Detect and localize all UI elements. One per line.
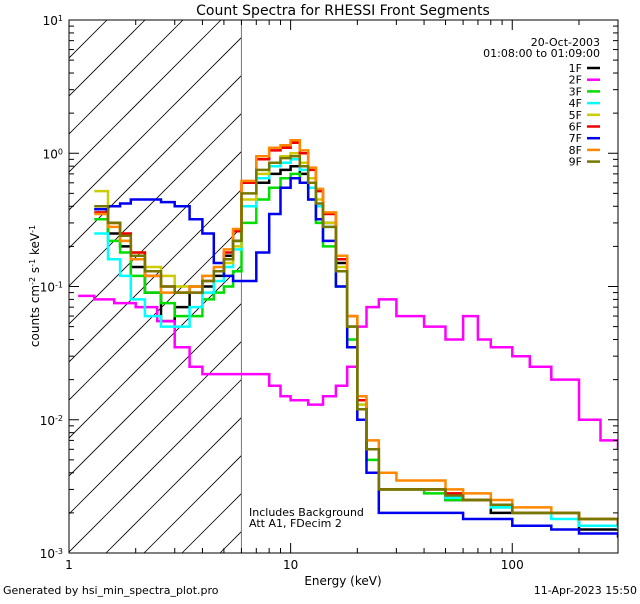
hatch-line [69,20,184,135]
footer-generated-by: Generated by hsi_min_spectra_plot.pro [3,584,219,597]
legend-label-6F: 6F [569,121,582,134]
x-tick-label: 100 [501,558,524,572]
y-tick-label: 101 [43,14,63,29]
legend: 20-Oct-2003 01:08:00 to 01:09:00 1F2F3F4… [483,36,600,169]
chart-title: Count Spectra for RHESSI Front Segments [196,3,490,19]
hatch-line [69,378,242,553]
hatch-line [69,74,242,249]
legend-label-4F: 4F [569,97,582,110]
legend-label-8F: 8F [569,144,582,157]
footer-timestamp: 11-Apr-2023 15:50 [534,584,637,597]
hatch-line [69,20,222,173]
legend-label-9F: 9F [569,156,582,169]
legend-label-7F: 7F [569,132,582,145]
y-tick-label: 100 [43,147,63,162]
hatch-line [258,20,640,553]
y-tick-label: 10-1 [40,280,63,295]
annotation-attenuator: Att A1, FDecim 2 [249,517,342,530]
legend-label-3F: 3F [569,85,582,98]
legend-label-5F: 5F [569,109,582,122]
legend-label-1F: 1F [569,62,582,75]
series-line-9F [94,154,618,526]
hatched-region [69,20,640,553]
x-tick-label: 10 [283,558,298,572]
x-tick-label: 1 [65,558,73,572]
legend-label-2F: 2F [569,74,582,87]
series-line-2F [78,294,618,450]
hatch-line [69,36,242,211]
x-axis-label: Energy (keV) [304,574,381,588]
hatch-line [69,340,242,515]
series-group [78,139,618,538]
y-tick-label: 10-2 [40,413,63,428]
legend-time-range: 01:08:00 to 01:09:00 [483,47,600,60]
axes: 1 10 100 10-3 10-2 10-1 100 101 [40,14,618,572]
hatch-line [105,416,242,553]
hatch-line [69,150,242,325]
series-line-7F [94,176,618,538]
hatch-line [69,302,242,477]
annotation-background: Includes Background [249,506,364,519]
y-tick-label: 10-3 [40,547,63,562]
hatch-line [69,264,242,439]
legend-date: 20-Oct-2003 [531,36,600,49]
hatch-line [143,454,242,553]
y-axis-label: counts cm-2 s-1 keV-1 [28,225,43,347]
